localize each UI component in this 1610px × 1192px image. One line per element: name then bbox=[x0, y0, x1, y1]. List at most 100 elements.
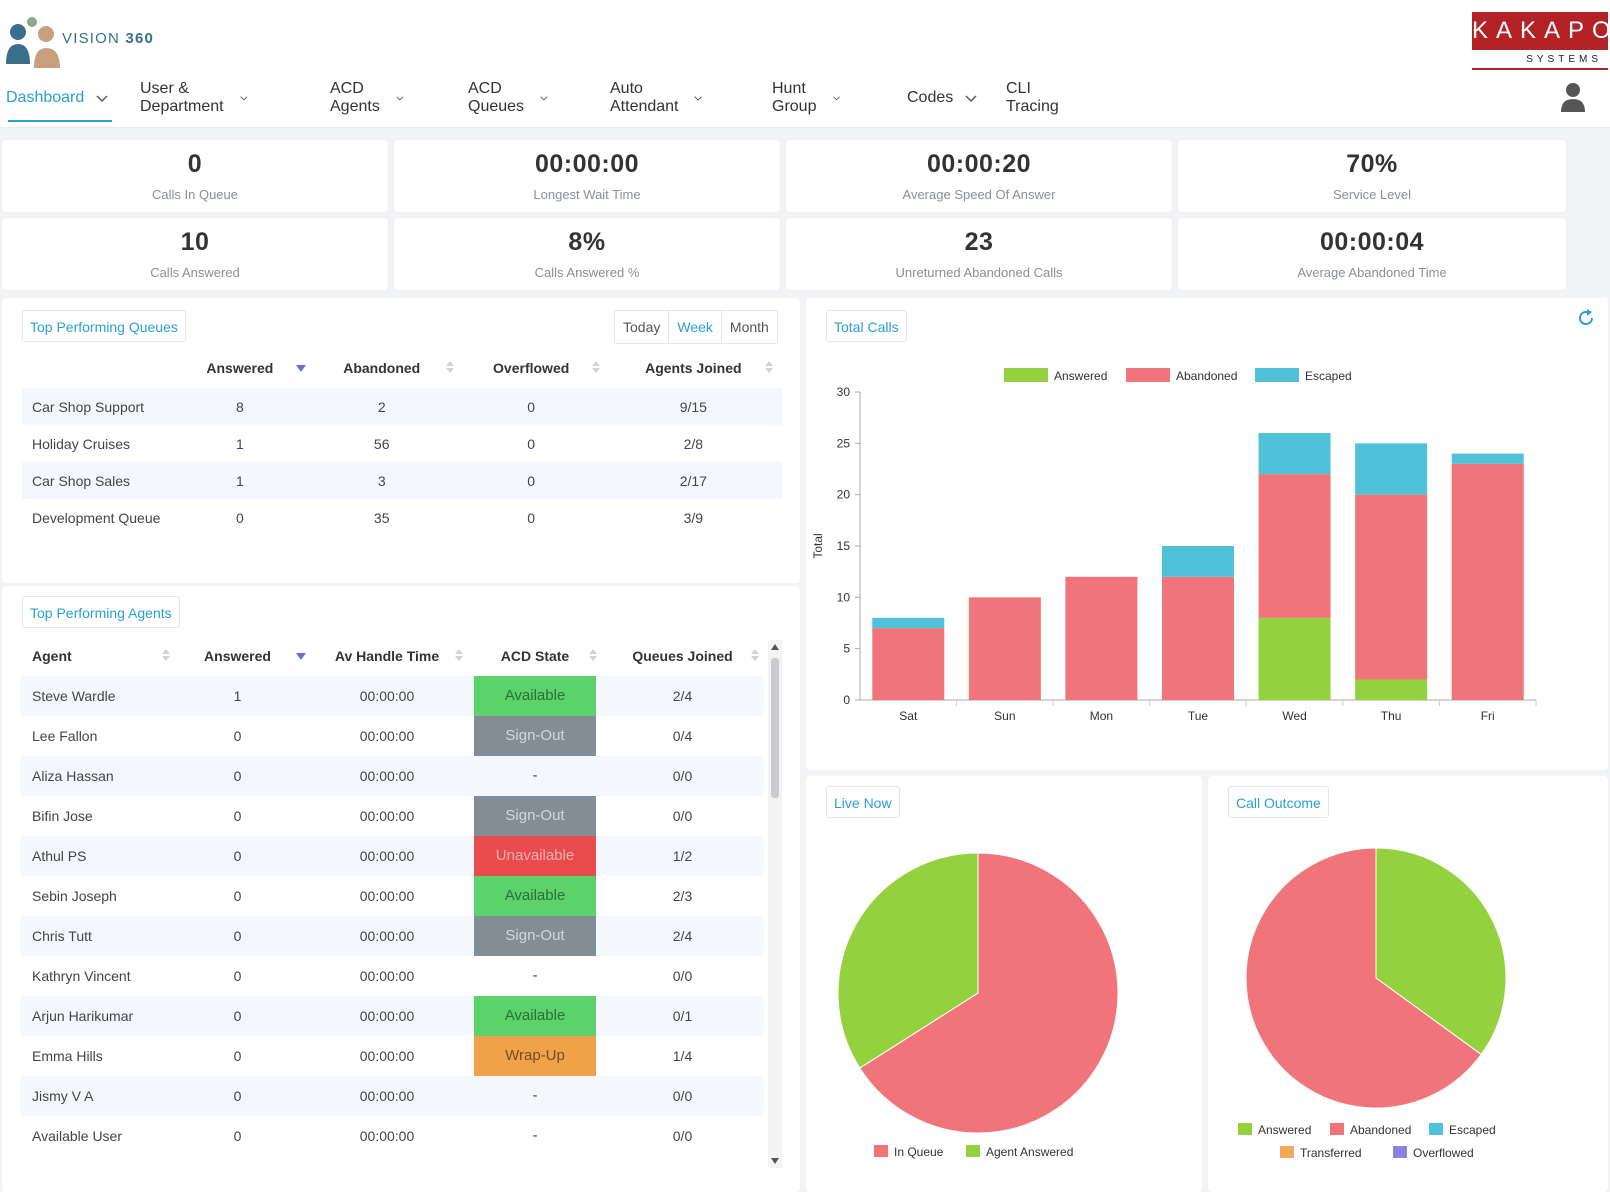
col-answered[interactable]: Answered bbox=[170, 636, 306, 676]
pie-slice-agent-answered[interactable] bbox=[837, 852, 979, 1069]
queues-title: Top Performing Queues bbox=[22, 310, 186, 342]
agent-row[interactable]: Sebin Joseph 0 00:00:00 Available 2/3 bbox=[20, 876, 764, 916]
acd-state-badge: Available bbox=[474, 676, 596, 716]
queue-row[interactable]: Development Queue 0 35 0 3/9 bbox=[22, 499, 782, 536]
agent-row[interactable]: Emma Hills 0 00:00:00 Wrap-Up 1/4 bbox=[20, 1036, 764, 1076]
queue-row[interactable]: Car Shop Support 8 2 0 9/15 bbox=[22, 388, 782, 425]
nav-hunt-group[interactable]: Hunt Group bbox=[772, 76, 841, 120]
agent-handle-time: 00:00:00 bbox=[359, 1128, 415, 1144]
legend-label-answered: Answered bbox=[1258, 1123, 1311, 1137]
col-agents-joined[interactable]: Agents Joined bbox=[605, 348, 782, 388]
stat-unreturned-abandoned-calls: 23 Unreturned Abandoned Calls bbox=[786, 218, 1172, 290]
stat-value: 10 bbox=[180, 228, 210, 256]
bar-answered-wed[interactable] bbox=[1258, 617, 1331, 700]
col-handle-time[interactable]: Av Handle Time bbox=[305, 636, 469, 676]
col-acd-state[interactable]: ACD State bbox=[469, 636, 601, 676]
scroll-thumb[interactable] bbox=[771, 658, 779, 798]
nav-dashboard[interactable]: Dashboard bbox=[6, 76, 113, 122]
refresh-icon[interactable] bbox=[1576, 308, 1596, 328]
legend-swatch-escaped bbox=[1255, 368, 1299, 382]
total-calls-chart: Answered Abandoned Escaped 0 5 10 15 20 25 30 Tota… bbox=[811, 368, 1537, 723]
bar-abandoned-thu[interactable] bbox=[1355, 494, 1428, 680]
legend-swatch-answered bbox=[1004, 368, 1048, 382]
period-today[interactable]: Today bbox=[615, 311, 670, 343]
agent-row[interactable]: Jismy V A 0 00:00:00 - 0/0 bbox=[20, 1076, 764, 1116]
nav-acd-agents[interactable]: ACD Agents bbox=[330, 76, 404, 120]
sort-icon bbox=[162, 649, 170, 661]
agents-scrollbar[interactable] bbox=[768, 640, 782, 1168]
agent-row[interactable]: Aliza Hassan 0 00:00:00 - 0/0 bbox=[20, 756, 764, 796]
legend-swatch-overflowed bbox=[1393, 1146, 1407, 1158]
col-agent[interactable]: Agent bbox=[20, 636, 170, 676]
queue-answered: 1 bbox=[174, 462, 306, 499]
agent-row[interactable]: Arjun Harikumar 0 00:00:00 Available 0/1 bbox=[20, 996, 764, 1036]
col-overflowed[interactable]: Overflowed bbox=[458, 348, 605, 388]
agent-name: Sebin Joseph bbox=[32, 888, 117, 904]
agent-queues-joined: 0/0 bbox=[672, 968, 693, 984]
stat-label: Calls In Queue bbox=[152, 187, 238, 202]
agent-row[interactable]: Athul PS 0 00:00:00 Unavailable 1/2 bbox=[20, 836, 764, 876]
nav-acd-queues[interactable]: ACD Queues bbox=[468, 76, 548, 120]
nav-user-department[interactable]: User & Department bbox=[140, 76, 248, 120]
agent-row[interactable]: Steve Wardle 1 00:00:00 Available 2/4 bbox=[20, 676, 764, 716]
nav-label: Codes bbox=[907, 89, 954, 106]
stat-label: Calls Answered bbox=[150, 265, 240, 280]
agent-row[interactable]: Available User 0 00:00:00 - 0/0 bbox=[20, 1116, 764, 1156]
agent-handle-time: 00:00:00 bbox=[305, 996, 469, 1036]
live-now-title: Live Now bbox=[826, 786, 900, 818]
x-tick-label: Mon bbox=[1090, 709, 1113, 723]
sort-desc-icon bbox=[296, 653, 306, 660]
bar-escaped-wed[interactable] bbox=[1258, 433, 1331, 475]
bar-abandoned-sat[interactable] bbox=[872, 628, 945, 700]
nav-codes[interactable]: Codes bbox=[907, 76, 977, 120]
agent-answered: 0 bbox=[170, 756, 305, 796]
x-tick-label: Sun bbox=[994, 709, 1015, 723]
bar-escaped-tue[interactable] bbox=[1162, 546, 1234, 577]
agent-queues-joined: 2/3 bbox=[672, 888, 693, 904]
stat-average-speed-of-answer: 00:00:20 Average Speed Of Answer bbox=[786, 140, 1172, 212]
agent-row[interactable]: Bifin Jose 0 00:00:00 Sign-Out 0/0 bbox=[20, 796, 764, 836]
col-answered[interactable]: Answered bbox=[174, 348, 306, 388]
bar-escaped-sat[interactable] bbox=[872, 617, 945, 629]
agent-acd-state-cell: Sign-Out bbox=[469, 916, 601, 956]
bar-abandoned-fri[interactable] bbox=[1451, 463, 1524, 700]
legend-label-overflowed: Overflowed bbox=[1413, 1146, 1474, 1160]
pie-slice-abandoned[interactable] bbox=[1245, 847, 1482, 1109]
bar-escaped-fri[interactable] bbox=[1451, 453, 1524, 464]
period-week[interactable]: Week bbox=[669, 311, 722, 343]
bar-abandoned-sun[interactable] bbox=[968, 597, 1041, 700]
agent-queues-joined: 0/0 bbox=[601, 756, 764, 796]
agent-row[interactable]: Lee Fallon 0 00:00:00 Sign-Out 0/4 bbox=[20, 716, 764, 756]
pie-slice-answered[interactable] bbox=[1375, 847, 1507, 1056]
nav-label: ACD Agents bbox=[330, 80, 380, 115]
brand-company: KAKAPO bbox=[1472, 12, 1610, 50]
agent-row[interactable]: Chris Tutt 0 00:00:00 Sign-Out 2/4 bbox=[20, 916, 764, 956]
stat-label: Service Level bbox=[1332, 187, 1412, 202]
pie-slice-in-queue[interactable] bbox=[859, 852, 1119, 1134]
queues-panel: Top Performing Queues Today Week Month Ans… bbox=[2, 298, 800, 583]
bar-abandoned-tue[interactable] bbox=[1162, 576, 1234, 700]
scroll-down-icon[interactable] bbox=[771, 1158, 779, 1164]
queue-overflowed: 0 bbox=[527, 435, 536, 452]
queue-row[interactable]: Car Shop Sales 1 3 0 2/17 bbox=[22, 462, 782, 499]
call-outcome-panel: Call Outcome Answered Abandoned Escaped Tra… bbox=[1208, 776, 1608, 1192]
user-profile-icon[interactable] bbox=[1560, 82, 1586, 112]
nav-auto-attendant[interactable]: Auto Attendant bbox=[610, 76, 703, 120]
agent-row[interactable]: Kathryn Vincent 0 00:00:00 - 0/0 bbox=[20, 956, 764, 996]
queue-name: Car Shop Sales bbox=[22, 462, 174, 499]
queue-row[interactable]: Holiday Cruises 1 56 0 2/8 bbox=[22, 425, 782, 462]
y-tick-label: 5 bbox=[843, 642, 850, 656]
queue-name: Car Shop Support bbox=[22, 388, 174, 425]
bar-abandoned-wed[interactable] bbox=[1258, 474, 1331, 618]
bar-abandoned-mon[interactable] bbox=[1065, 576, 1138, 700]
col-queues-joined[interactable]: Queues Joined bbox=[601, 636, 764, 676]
scroll-up-icon[interactable] bbox=[771, 644, 779, 650]
period-month[interactable]: Month bbox=[729, 319, 769, 335]
bar-answered-thu[interactable] bbox=[1355, 679, 1428, 700]
col-abandoned[interactable]: Abandoned bbox=[306, 348, 458, 388]
bar-escaped-thu[interactable] bbox=[1355, 443, 1428, 495]
legend-swatch-abandoned bbox=[1330, 1123, 1344, 1135]
nav-cli-tracing[interactable]: CLI Tracing bbox=[1006, 76, 1059, 120]
stat-value: 70% bbox=[1346, 150, 1398, 178]
agent-name: Chris Tutt bbox=[20, 916, 170, 956]
